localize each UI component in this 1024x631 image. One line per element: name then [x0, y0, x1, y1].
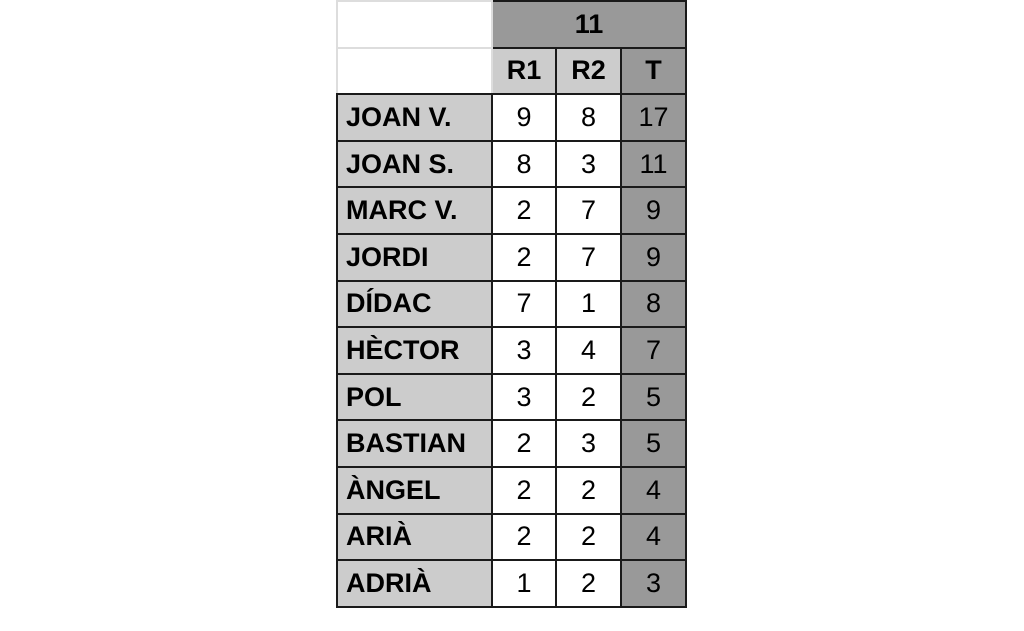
total-score: 17: [620, 93, 687, 142]
r1-score: 2: [491, 512, 557, 562]
r1-score: 2: [491, 465, 557, 515]
r1-score: 1: [491, 559, 557, 608]
table-row: DÍDAC 7 1 8: [336, 279, 687, 329]
total-score: 5: [620, 372, 687, 422]
table-row: MARC V. 2 7 9: [336, 186, 687, 235]
column-header-r1: R1: [491, 46, 557, 96]
r2-score: 3: [555, 419, 622, 468]
player-name: MARC V.: [336, 186, 493, 235]
group-header: 11: [491, 0, 687, 49]
r1-score: 7: [491, 279, 557, 329]
player-name: ARIÀ: [336, 512, 493, 562]
r2-score: 2: [555, 559, 622, 608]
player-name: ADRIÀ: [336, 559, 493, 608]
header-row-group: 11: [336, 0, 687, 49]
table-row: JORDI 2 7 9: [336, 232, 687, 282]
total-score: 3: [620, 559, 687, 608]
r2-score: 2: [555, 372, 622, 422]
table-row: BASTIAN 2 3 5: [336, 419, 687, 468]
table-row: JOAN S. 8 3 11: [336, 139, 687, 189]
total-score: 9: [620, 232, 687, 282]
r1-score: 2: [491, 419, 557, 468]
table-row: ADRIÀ 1 2 3: [336, 559, 687, 608]
player-name: BASTIAN: [336, 419, 493, 468]
player-name: JOAN V.: [336, 93, 493, 142]
r1-score: 3: [491, 326, 557, 375]
player-name: POL: [336, 372, 493, 422]
player-name: JOAN S.: [336, 139, 493, 189]
total-score: 7: [620, 326, 687, 375]
r1-score: 9: [491, 93, 557, 142]
table-row: ARIÀ 2 2 4: [336, 512, 687, 562]
empty-cell: [336, 46, 493, 96]
r2-score: 2: [555, 512, 622, 562]
player-name: ÀNGEL: [336, 465, 493, 515]
total-score: 4: [620, 512, 687, 562]
r2-score: 7: [555, 186, 622, 235]
column-header-total: T: [620, 46, 687, 96]
player-name: HÈCTOR: [336, 326, 493, 375]
total-score: 11: [620, 139, 687, 189]
total-score: 8: [620, 279, 687, 329]
r2-score: 1: [555, 279, 622, 329]
r2-score: 7: [555, 232, 622, 282]
total-score: 4: [620, 465, 687, 515]
r2-score: 2: [555, 465, 622, 515]
table-row: ÀNGEL 2 2 4: [336, 465, 687, 515]
header-row-columns: R1 R2 T: [336, 46, 687, 96]
column-header-r2: R2: [555, 46, 622, 96]
r2-score: 8: [555, 93, 622, 142]
table-row: POL 3 2 5: [336, 372, 687, 422]
total-score: 9: [620, 186, 687, 235]
total-score: 5: [620, 419, 687, 468]
scores-table: 11 R1 R2 T JOAN V. 9 8 17 JOAN S. 8 3 11 MARC V.…: [336, 0, 687, 608]
empty-cell: [336, 0, 493, 49]
player-name: DÍDAC: [336, 279, 493, 329]
r1-score: 8: [491, 139, 557, 189]
r2-score: 3: [555, 139, 622, 189]
r1-score: 2: [491, 186, 557, 235]
player-name: JORDI: [336, 232, 493, 282]
r1-score: 2: [491, 232, 557, 282]
table-row: HÈCTOR 3 4 7: [336, 326, 687, 375]
r2-score: 4: [555, 326, 622, 375]
table-row: JOAN V. 9 8 17: [336, 93, 687, 142]
r1-score: 3: [491, 372, 557, 422]
